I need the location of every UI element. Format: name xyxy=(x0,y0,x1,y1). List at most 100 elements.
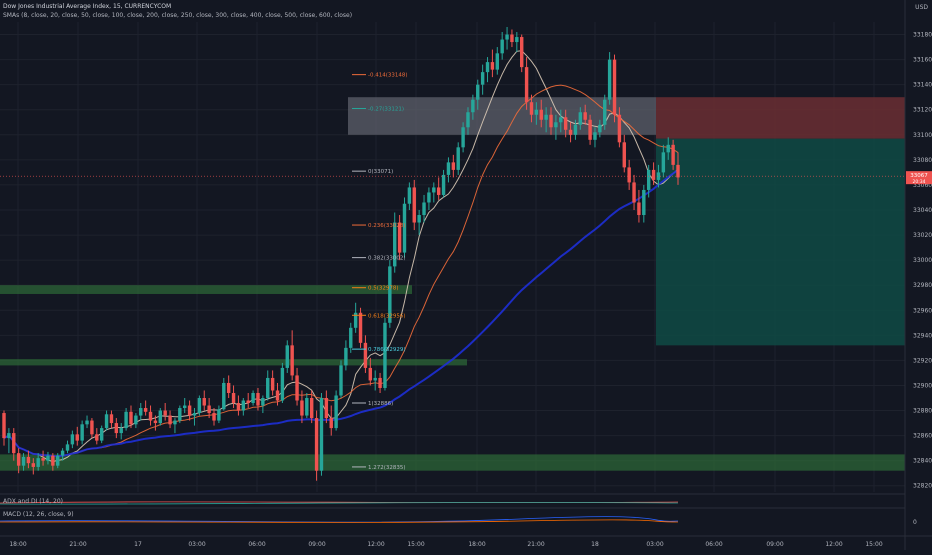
candle-body xyxy=(270,377,275,391)
candle-body xyxy=(568,129,573,135)
candle-body xyxy=(46,455,50,461)
candle-body xyxy=(524,67,529,103)
candle-body xyxy=(324,398,329,419)
price-badge-sub: 20:34 xyxy=(913,179,926,185)
candle-body xyxy=(456,147,460,170)
candle-body xyxy=(75,434,79,441)
candle-body xyxy=(573,124,578,135)
x-tick-label: 12:00 xyxy=(367,541,384,548)
y-tick-label: 33160 xyxy=(913,57,932,64)
trade-box[interactable] xyxy=(656,97,905,346)
candle-body xyxy=(407,187,412,204)
x-tick-label: 03:00 xyxy=(646,541,663,548)
zone-demand xyxy=(0,359,467,366)
candle-body xyxy=(7,433,11,439)
candle-body xyxy=(666,144,670,153)
candle-body xyxy=(471,99,475,113)
x-tick-label: 17 xyxy=(134,541,142,548)
candles[interactable] xyxy=(2,27,680,481)
candle-body xyxy=(480,72,485,85)
candle-body xyxy=(603,99,607,125)
candle-body xyxy=(2,413,6,439)
candle-body xyxy=(16,453,21,466)
candle-body xyxy=(617,114,622,143)
di-line xyxy=(0,502,679,505)
candle-body xyxy=(612,59,617,115)
candle-body xyxy=(637,202,641,216)
y-tick-label: 33120 xyxy=(913,107,932,114)
macd-line xyxy=(0,516,679,523)
candle-body xyxy=(207,405,211,414)
fib-label: 1(32886) xyxy=(368,401,393,407)
candle-body xyxy=(490,62,495,70)
y-tick-label: 33000 xyxy=(913,257,932,264)
candle-body xyxy=(563,117,568,130)
candle-body xyxy=(99,428,104,441)
candle-body xyxy=(476,84,480,100)
y-tick-label: 33040 xyxy=(913,207,932,214)
candle-body xyxy=(309,398,314,419)
trade-target-area xyxy=(656,138,905,346)
candle-body xyxy=(358,312,363,343)
candle-body xyxy=(627,167,631,183)
candle-body xyxy=(436,187,441,195)
fib-label: 0.382(33002) xyxy=(368,256,406,262)
candle-body xyxy=(661,152,666,173)
candle-body xyxy=(417,215,421,223)
candle-body xyxy=(500,39,504,54)
candle-body xyxy=(134,415,138,425)
candle-body xyxy=(671,144,675,165)
candle-body xyxy=(90,420,94,435)
candle-body xyxy=(583,112,587,120)
price-badge-value: 33067 xyxy=(910,173,928,179)
y-tick-label: 32840 xyxy=(913,458,932,465)
candle-body xyxy=(187,405,192,416)
y-tick-label: 32980 xyxy=(913,282,932,289)
candle-body xyxy=(231,392,236,404)
candle-body xyxy=(339,365,343,396)
candle-body xyxy=(285,345,289,368)
x-tick-label: 18 xyxy=(591,541,599,548)
candle-body xyxy=(353,312,358,328)
fib-label: -0.27(33121) xyxy=(368,106,404,112)
candle-body xyxy=(85,420,89,425)
candle-body xyxy=(56,455,60,466)
candle-body xyxy=(104,414,109,429)
y-tick-label: 32940 xyxy=(913,332,932,339)
y-tick-label: 32960 xyxy=(913,307,932,314)
candle-body xyxy=(31,463,36,467)
candle-body xyxy=(300,400,304,416)
x-axis: 18:00 21:00 17 03:00 06:00 09:00 12:00 15:00 18:… xyxy=(0,535,932,548)
candle-body xyxy=(192,413,197,416)
candle-body xyxy=(246,400,250,404)
candle-body xyxy=(212,413,216,421)
candle-body xyxy=(539,109,543,120)
candle-body xyxy=(139,408,143,416)
y-tick-label: 33060 xyxy=(913,182,932,189)
candle-body xyxy=(554,122,558,128)
candle-body xyxy=(383,322,387,388)
fib-label: 0.236(33028) xyxy=(368,223,406,229)
candle-body xyxy=(598,124,602,133)
candle-body xyxy=(153,420,158,424)
candle-body xyxy=(173,420,177,425)
candle-body xyxy=(529,102,534,115)
x-tick-label: 15:00 xyxy=(865,541,882,548)
candle-body xyxy=(124,411,128,429)
candle-body xyxy=(148,411,153,421)
candle-body xyxy=(163,410,167,416)
chart-title: Dow Jones Industrial Average Index, 15, … xyxy=(3,3,172,10)
x-tick-label: 06:00 xyxy=(705,541,722,548)
candle-body xyxy=(656,172,661,180)
candle-body xyxy=(12,433,16,454)
candle-body xyxy=(388,266,392,323)
candle-body xyxy=(622,142,626,168)
candle-body xyxy=(676,164,680,178)
x-tick-label: 15:00 xyxy=(407,541,424,548)
sub-panes: 0 xyxy=(0,493,917,526)
sma-line-sma-200 xyxy=(3,169,679,458)
candle-body xyxy=(129,411,133,425)
